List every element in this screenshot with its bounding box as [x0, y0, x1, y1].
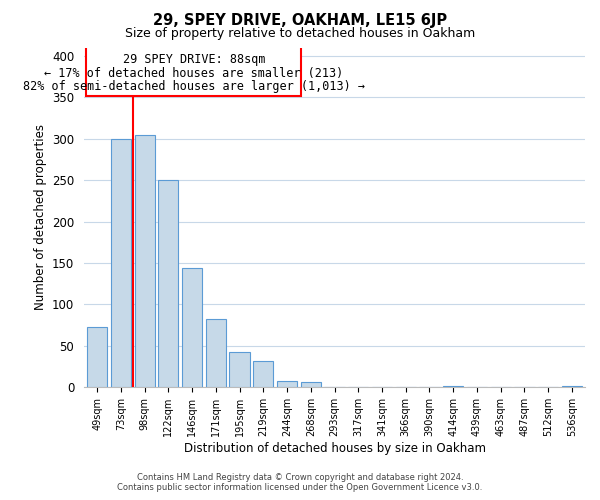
Bar	[158, 180, 178, 388]
Bar	[253, 361, 274, 388]
Text: 82% of semi-detached houses are larger (1,013) →: 82% of semi-detached houses are larger (…	[23, 80, 365, 93]
Y-axis label: Number of detached properties: Number of detached properties	[34, 124, 47, 310]
Bar	[134, 134, 155, 388]
Bar	[111, 138, 131, 388]
Bar	[87, 327, 107, 388]
Bar	[86, 45, 301, 96]
Bar	[443, 386, 463, 388]
Bar	[182, 268, 202, 388]
Text: ← 17% of detached houses are smaller (213): ← 17% of detached houses are smaller (21…	[44, 66, 343, 80]
Text: Contains HM Land Registry data © Crown copyright and database right 2024.
Contai: Contains HM Land Registry data © Crown c…	[118, 473, 482, 492]
Text: 29, SPEY DRIVE, OAKHAM, LE15 6JP: 29, SPEY DRIVE, OAKHAM, LE15 6JP	[153, 12, 447, 28]
Bar	[277, 380, 297, 388]
Bar	[301, 382, 321, 388]
Text: Size of property relative to detached houses in Oakham: Size of property relative to detached ho…	[125, 28, 475, 40]
Text: 29 SPEY DRIVE: 88sqm: 29 SPEY DRIVE: 88sqm	[122, 54, 265, 66]
X-axis label: Distribution of detached houses by size in Oakham: Distribution of detached houses by size …	[184, 442, 485, 455]
Bar	[229, 352, 250, 388]
Bar	[562, 386, 582, 388]
Bar	[206, 320, 226, 388]
